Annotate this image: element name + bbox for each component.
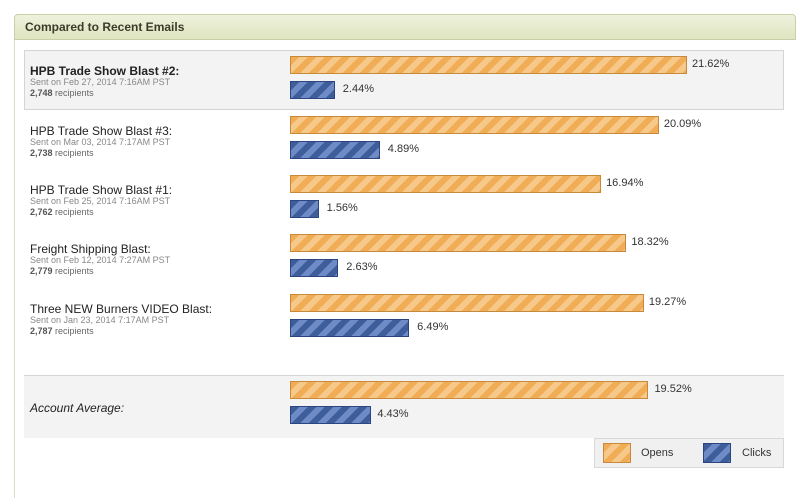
opens-bar [290,175,602,193]
email-sent-date: Sent on Jan 23, 2014 7:17AM PST [30,315,170,325]
legend-swatch-opens [603,443,631,463]
email-name: HPB Trade Show Blast #2: [30,64,180,78]
clicks-value-label: 2.63% [346,261,378,273]
clicks-bar [290,319,410,337]
recipients-count: 2,762 [30,207,53,217]
recipients-count: 2,738 [30,148,53,158]
opens-value-label: 19.27% [648,296,687,308]
clicks-bar [290,259,339,277]
email-recipients: 2,762 recipients [30,207,94,217]
email-name: Freight Shipping Blast: [30,242,151,256]
clicks-value-label: 1.56% [326,202,358,214]
opens-value-label: 16.94% [606,177,644,189]
recipients-label: recipients [55,207,94,217]
email-recipients: 2,779 recipients [30,266,94,276]
legend-label-opens: Opens [641,447,674,459]
email-sent-date: Sent on Feb 12, 2014 7:27AM PST [30,255,171,265]
average-clicks-bar [290,406,372,424]
clicks-value-label: 6.49% [417,321,449,333]
recipients-label: recipients [55,326,94,336]
email-name: HPB Trade Show Blast #3: [30,124,173,138]
opens-bar [290,294,644,312]
opens-bar [290,56,687,74]
email-recipients: 2,748 recipients [30,88,94,98]
recipients-label: recipients [55,88,94,98]
email-sent-date: Sent on Feb 27, 2014 7:16AM PST [30,77,171,87]
opens-value-label: 20.09% [663,118,702,130]
legend-swatch-clicks [703,443,731,463]
opens-bar [290,234,627,252]
email-name: Three NEW Burners VIDEO Blast: [30,302,213,316]
recipients-count: 2,779 [30,266,53,276]
recipients-count: 2,787 [30,326,53,336]
recipients-label: recipients [55,148,94,158]
average-opens-bar [290,381,649,399]
clicks-bar [290,200,319,218]
recipients-count: 2,748 [30,88,53,98]
average-opens-value-label: 19.52% [654,383,692,395]
clicks-value-label: 2.44% [342,83,374,95]
recipients-label: recipients [55,266,94,276]
chart-panel [14,40,796,498]
email-sent-date: Sent on Feb 25, 2014 7:16AM PST [30,196,171,206]
email-name: HPB Trade Show Blast #1: [30,183,173,197]
email-recipients: 2,787 recipients [30,326,94,336]
panel-header: Compared to Recent Emails [14,14,796,40]
average-clicks-value-label: 4.43% [377,408,409,420]
legend: Opens Clicks [594,438,784,468]
opens-bar [290,116,659,134]
email-sent-date: Sent on Mar 03, 2014 7:17AM PST [30,137,171,147]
legend-label-clicks: Clicks [742,447,772,459]
clicks-bar [290,81,335,99]
account-average-label: Account Average: [30,401,125,415]
email-recipients: 2,738 recipients [30,148,94,158]
opens-value-label: 18.32% [631,236,669,248]
clicks-value-label: 4.89% [387,143,419,155]
opens-value-label: 21.62% [692,58,730,70]
clicks-bar [290,141,380,159]
panel-title: Compared to Recent Emails [25,20,185,34]
